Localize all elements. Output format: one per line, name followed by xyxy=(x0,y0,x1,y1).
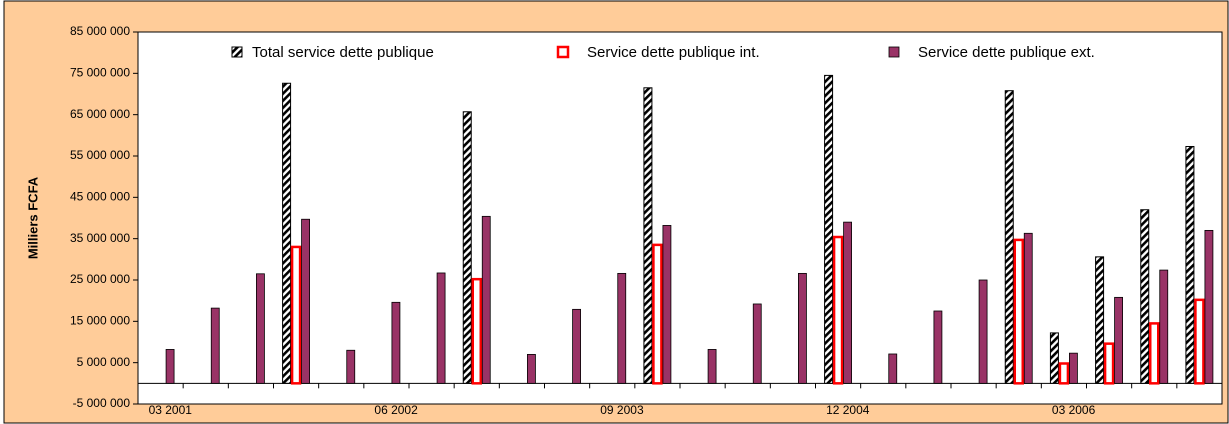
y-axis-title: Milliers FCFA xyxy=(25,176,40,259)
bar xyxy=(391,301,401,384)
bar xyxy=(1004,90,1014,384)
bar xyxy=(832,235,844,385)
bar xyxy=(1058,362,1070,385)
bar xyxy=(282,82,292,384)
bar xyxy=(436,272,446,384)
bar xyxy=(707,349,717,384)
bar xyxy=(1149,322,1160,385)
bar xyxy=(933,310,943,384)
bar xyxy=(290,245,302,385)
plot-area xyxy=(137,31,1223,405)
bar xyxy=(843,221,852,384)
y-tick-label: -5 000 000 xyxy=(73,396,131,410)
bar xyxy=(1140,209,1150,384)
bar xyxy=(1204,229,1214,384)
y-tick-label: 55 000 000 xyxy=(70,148,130,162)
bar xyxy=(824,74,834,384)
x-tick-label: 12 2004 xyxy=(826,403,870,417)
bar xyxy=(165,349,175,384)
bar xyxy=(256,273,265,384)
y-tick-label: 25 000 000 xyxy=(70,272,130,286)
bar xyxy=(1114,296,1123,384)
bar xyxy=(210,307,220,384)
y-tick-label: 5 000 000 xyxy=(77,355,131,369)
y-tick-label: 75 000 000 xyxy=(70,66,130,80)
y-tick-label: 85 000 000 xyxy=(70,24,130,38)
bar xyxy=(1185,145,1195,384)
bar xyxy=(471,277,482,385)
bar xyxy=(481,215,491,384)
bar xyxy=(752,303,762,384)
y-tick-label: 15 000 000 xyxy=(70,314,130,328)
legend-swatch xyxy=(556,45,570,59)
bar xyxy=(888,353,898,384)
y-tick-label: 65 000 000 xyxy=(70,107,130,121)
bar xyxy=(1103,342,1115,385)
legend-label: Service dette publique ext. xyxy=(918,44,1095,61)
x-tick-label: 06 2002 xyxy=(374,403,418,417)
bar xyxy=(572,308,581,384)
y-tick-label: 45 000 000 xyxy=(70,190,130,204)
bar xyxy=(1069,352,1078,384)
bar xyxy=(662,225,672,384)
legend-label: Total service dette publique xyxy=(252,44,434,61)
bar xyxy=(1095,256,1105,384)
bar xyxy=(1049,332,1059,384)
bar xyxy=(1159,269,1169,384)
bar xyxy=(978,279,988,384)
bar xyxy=(1023,232,1033,384)
bar xyxy=(617,272,627,384)
x-tick-label: 03 2006 xyxy=(1052,403,1096,417)
x-tick-label: 09 2003 xyxy=(600,403,644,417)
bar xyxy=(798,272,807,384)
legend-swatch xyxy=(888,46,900,58)
bar xyxy=(652,243,663,385)
bar xyxy=(301,218,310,384)
y-tick-label: 35 000 000 xyxy=(70,231,130,245)
legend-swatch xyxy=(231,46,243,58)
x-tick-label: 03 2001 xyxy=(149,403,193,417)
bar xyxy=(527,353,536,384)
bar xyxy=(643,87,653,384)
bar xyxy=(1013,238,1024,385)
legend-label: Service dette publique int. xyxy=(587,44,760,61)
bar xyxy=(346,349,356,384)
bar xyxy=(462,111,472,384)
bar xyxy=(1194,298,1205,385)
